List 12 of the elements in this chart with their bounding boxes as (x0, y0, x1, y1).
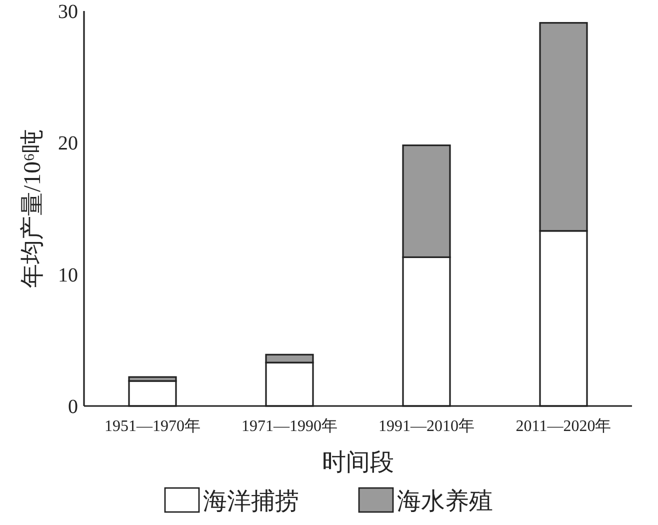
x-tick-label: 1951—1970年 (104, 418, 200, 435)
y-tick-label: 30 (58, 1, 78, 23)
y-tick-label: 10 (58, 264, 78, 286)
legend-label: 海洋捕捞 (203, 488, 299, 515)
x-tick-label: 1971—1990年 (242, 418, 338, 435)
y-tick-label: 0 (68, 396, 78, 418)
legend-label: 海水养殖 (397, 488, 493, 515)
y-tick-label: 20 (58, 132, 78, 155)
x-tick-label: 1991—2010年 (378, 418, 474, 435)
x-axis-title: 时间段 (322, 450, 394, 476)
x-tick-label: 2011—2020年 (516, 418, 612, 435)
y-axis-title: 年均产量/10⁶吨 (19, 128, 46, 288)
